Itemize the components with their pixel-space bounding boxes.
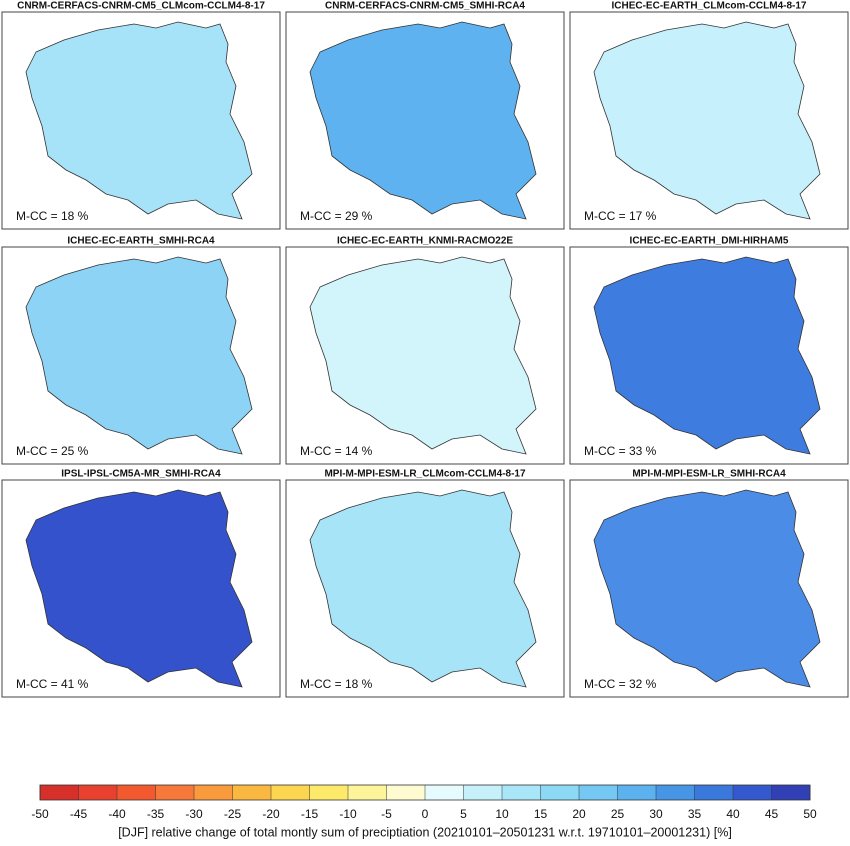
panel-title: MPI-M-MPI-ESM-LR_CLMcom-CCLM4-8-17 (324, 469, 526, 480)
colorbar-bin (78, 785, 118, 800)
colorbar-bin (694, 785, 734, 800)
colorbar-bin (155, 785, 195, 800)
colorbar-tick-label: 35 (688, 807, 702, 821)
panel-title: IPSL-IPSL-CM5A-MR_SMHI-RCA4 (61, 469, 221, 480)
colorbar-tick-label: -10 (339, 807, 357, 821)
mcc-label: M-CC = 25 % (16, 444, 89, 458)
colorbar-tick-label: -15 (301, 807, 319, 821)
colorbar-bin (617, 785, 657, 800)
panel-title: ICHEC-EC-EARTH_DMI-HIRHAM5 (630, 236, 789, 247)
mcc-label: M-CC = 41 % (16, 677, 89, 691)
colorbar-bin (733, 785, 772, 800)
colorbar-tick-label: -5 (381, 807, 392, 821)
colorbar-bin (425, 785, 464, 800)
colorbar-bin (386, 785, 426, 800)
mcc-label: M-CC = 14 % (300, 444, 373, 458)
colorbar-bin (271, 785, 310, 800)
colorbar-tick-label: 25 (611, 807, 625, 821)
colorbar-tick-label: 20 (572, 807, 586, 821)
colorbar-tick-label: -30 (185, 807, 203, 821)
mcc-label: M-CC = 18 % (16, 209, 89, 223)
colorbar-bin (540, 785, 580, 800)
colorbar-tick-label: 0 (422, 807, 429, 821)
panel-title: ICHEC-EC-EARTH_SMHI-RCA4 (67, 236, 215, 247)
colorbar-tick-label: 40 (726, 807, 740, 821)
colorbar-tick-label: -45 (70, 807, 88, 821)
panel-title: ICHEC-EC-EARTH_KNMI-RACMO22E (337, 236, 513, 247)
colorbar-bin (117, 785, 156, 800)
colorbar-tick-label: 30 (649, 807, 663, 821)
colorbar-bin (502, 785, 541, 800)
colorbar-tick-label: -35 (147, 807, 165, 821)
colorbar-label: [DJF] relative change of total montly su… (118, 825, 732, 839)
mcc-label: M-CC = 33 % (584, 444, 657, 458)
colorbar-bin (309, 785, 349, 800)
colorbar-bin (579, 785, 618, 800)
mcc-label: M-CC = 29 % (300, 209, 373, 223)
colorbar-tick-label: 45 (765, 807, 779, 821)
colorbar-tick-label: -25 (224, 807, 242, 821)
colorbar-tick-label: -40 (108, 807, 126, 821)
panel-title: MPI-M-MPI-ESM-LR_SMHI-RCA4 (632, 469, 786, 480)
mcc-label: M-CC = 18 % (300, 677, 373, 691)
panel-title: CNRM-CERFACS-CNRM-CM5_SMHI-RCA4 (325, 1, 525, 12)
colorbar-bin (656, 785, 695, 800)
colorbar-tick-label: 10 (495, 807, 509, 821)
colorbar-tick-label: 50 (803, 807, 817, 821)
colorbar-bin (463, 785, 503, 800)
mcc-label: M-CC = 17 % (584, 209, 657, 223)
colorbar-bin (232, 785, 272, 800)
panel-title: ICHEC-EC-EARTH_CLMcom-CCLM4-8-17 (611, 1, 806, 12)
mcc-label: M-CC = 32 % (584, 677, 657, 691)
colorbar-bin (348, 785, 387, 800)
panel-title: CNRM-CERFACS-CNRM-CM5_CLMcom-CCLM4-8-17 (17, 1, 265, 12)
colorbar-tick-label: -50 (31, 807, 49, 821)
colorbar-bin (771, 785, 811, 800)
colorbar-bin (194, 785, 233, 800)
colorbar-tick-label: 15 (534, 807, 548, 821)
colorbar-bin (40, 785, 79, 800)
colorbar-tick-label: -20 (262, 807, 280, 821)
colorbar-tick-label: 5 (460, 807, 467, 821)
